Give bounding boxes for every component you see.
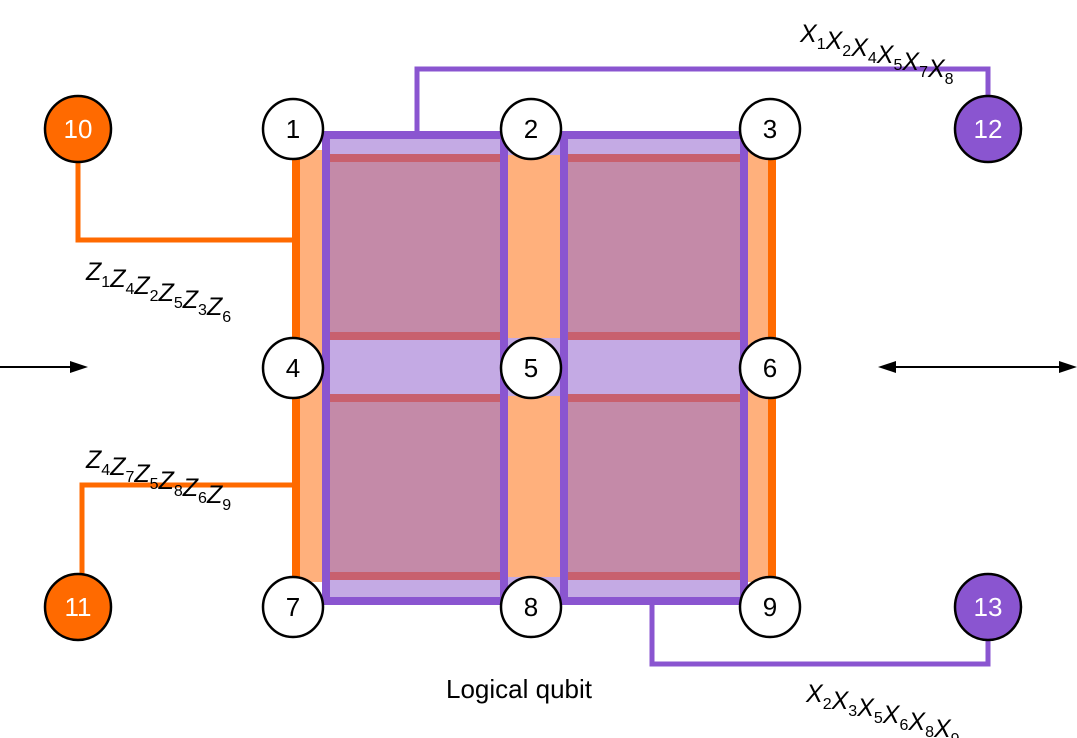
qubit-label: 5 <box>524 353 538 383</box>
qubit-6: 6 <box>738 336 802 400</box>
qubit-label: 6 <box>763 353 777 383</box>
qubit-9: 9 <box>738 575 802 639</box>
qubit-3: 3 <box>738 97 802 161</box>
qubit-2: 2 <box>499 97 563 161</box>
plaquette-bottom-right <box>564 394 744 578</box>
qubit-label: 11 <box>65 592 92 622</box>
double-arrow <box>878 361 1077 373</box>
x-bottom-connector <box>649 603 991 667</box>
qubit-label: 8 <box>524 592 538 622</box>
plaquette-bottom-left <box>326 394 504 578</box>
x-top-connector <box>414 66 991 133</box>
plaquette-top-right <box>564 154 744 340</box>
qubit-label: 2 <box>524 114 538 144</box>
ancilla-qubit-10: 10 <box>43 94 113 164</box>
qubit-label: 7 <box>286 592 300 622</box>
z-top-connector <box>75 150 296 243</box>
qubit-label: 10 <box>64 114 93 144</box>
plaquette-top-left <box>326 154 504 340</box>
stabilizer-label-z-top: Z1Z4Z2Z5Z3Z6 <box>85 258 231 326</box>
stabilizer-label-x-bottom: X2X3X5X6X8X9 <box>805 680 960 738</box>
qubit-8: 8 <box>499 575 563 639</box>
qubit-label: 4 <box>286 353 300 383</box>
qubit-5: 5 <box>499 336 563 400</box>
stabilizer-label-z-bottom: Z4Z7Z5Z8Z6Z9 <box>85 446 231 514</box>
stabilizer-label-x-top: X1X2X4X5X7X8 <box>799 20 954 88</box>
qubit-label: 12 <box>974 114 1003 144</box>
qubit-label: 1 <box>286 114 300 144</box>
qubit-label: 9 <box>763 592 777 622</box>
ancilla-qubit-12: 12 <box>953 94 1023 164</box>
qubit-label: 3 <box>763 114 777 144</box>
ancilla-qubit-13: 13 <box>953 572 1023 642</box>
z-bottom-connector <box>79 482 296 585</box>
left-arrow <box>0 361 88 373</box>
diagram-caption: Logical qubit <box>446 674 593 704</box>
qubit-1: 1 <box>261 97 325 161</box>
ancilla-qubit-11: 11 <box>43 572 113 642</box>
plaquette-borders <box>326 154 744 580</box>
qubit-4: 4 <box>261 336 325 400</box>
qubit-label: 13 <box>974 592 1003 622</box>
qubit-7: 7 <box>261 575 325 639</box>
